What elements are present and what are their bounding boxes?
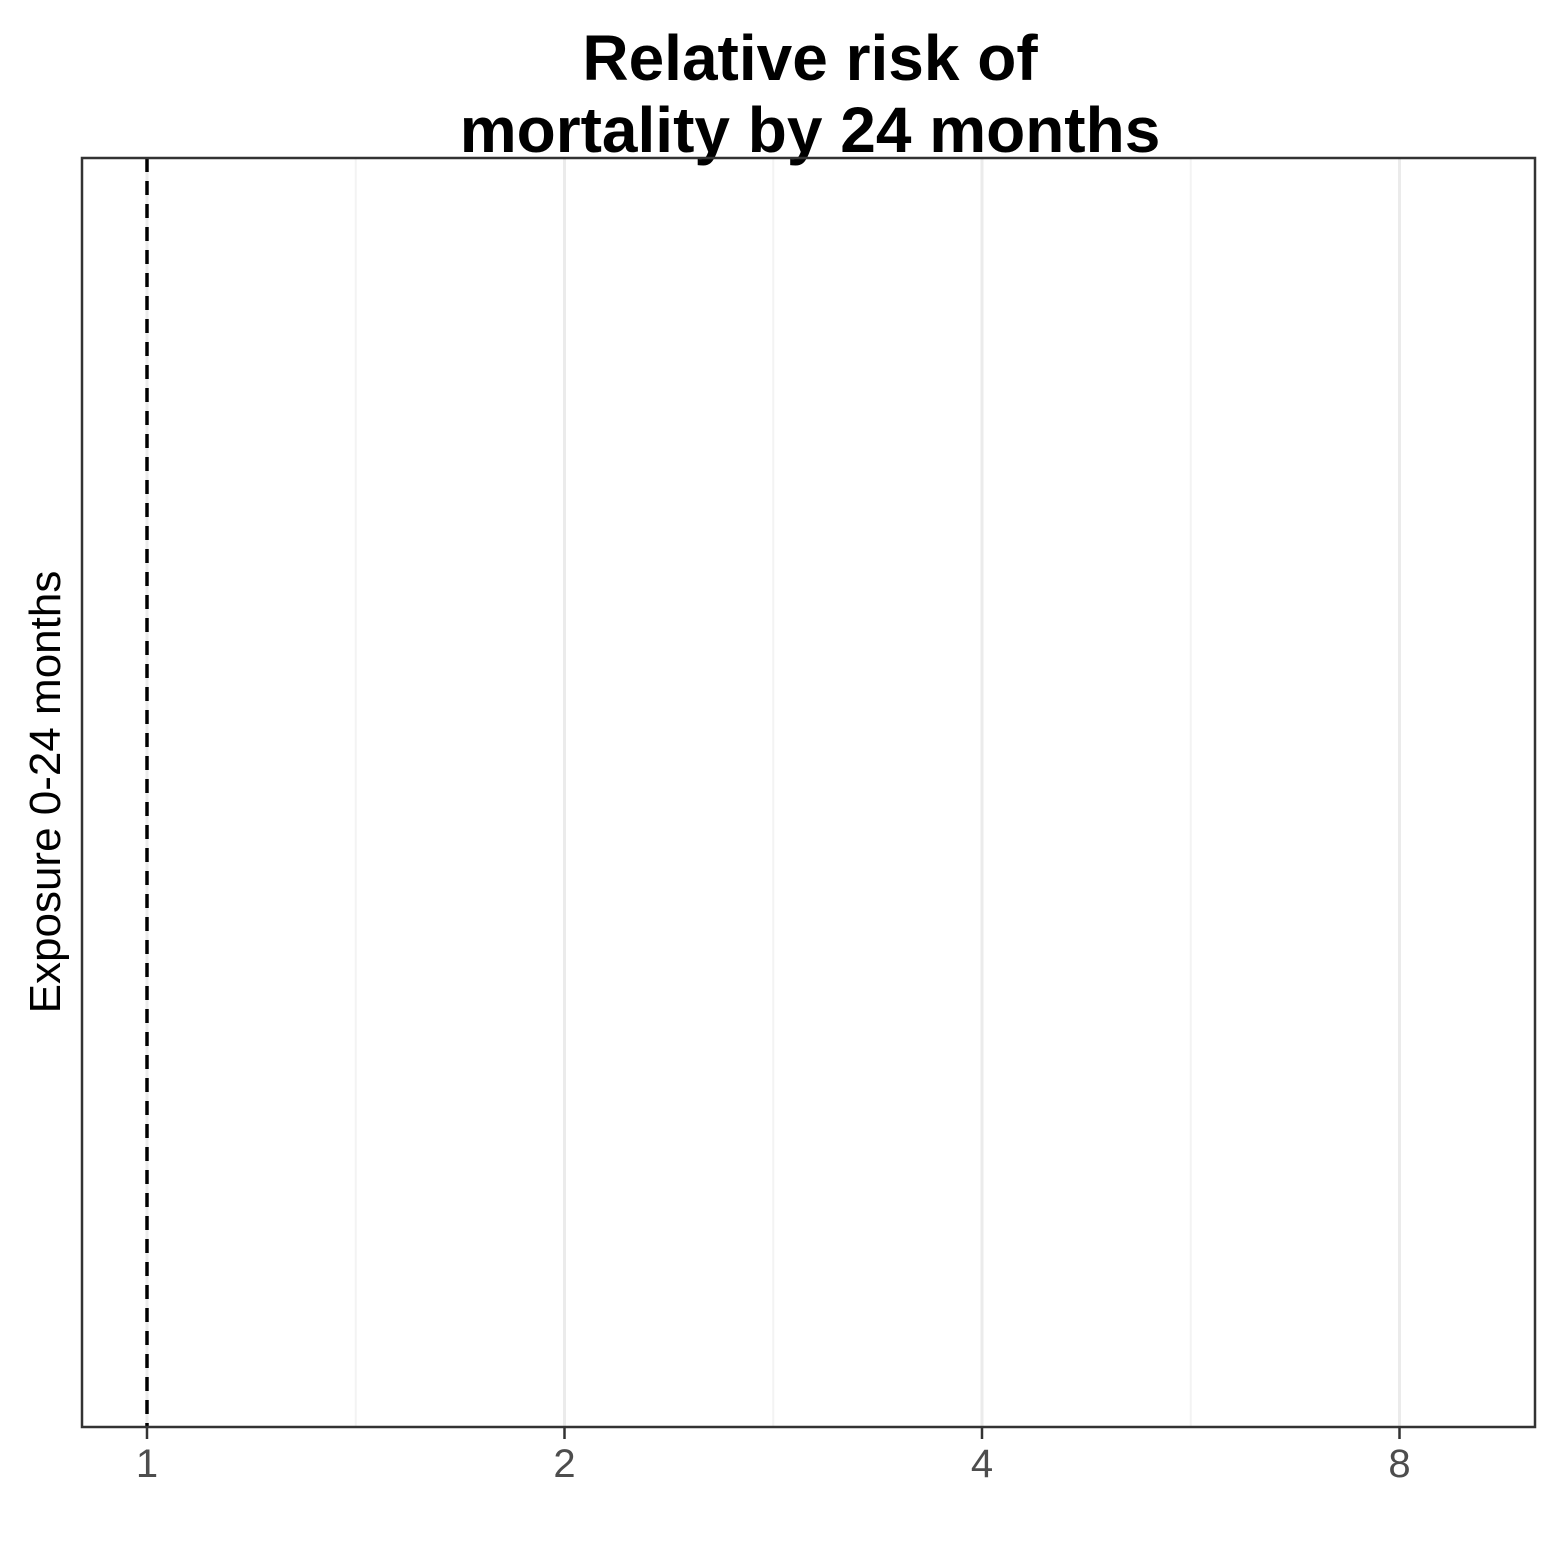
chart-title-line-2: mortality by 24 months bbox=[460, 94, 1161, 166]
x-tick-label-8: 8 bbox=[1388, 1442, 1410, 1486]
x-axis-ticks bbox=[145, 1427, 1401, 1439]
minor-grid bbox=[354, 158, 1192, 1427]
x-tick-label-2: 2 bbox=[553, 1442, 575, 1486]
x-tick-label-4: 4 bbox=[971, 1442, 993, 1486]
chart-title-line-1: Relative risk of bbox=[582, 22, 1038, 94]
panel-border bbox=[80, 156, 1537, 1429]
x-axis-tick-labels: 1 2 4 8 bbox=[136, 1442, 1411, 1486]
x-tick-label-1: 1 bbox=[136, 1442, 158, 1486]
y-axis-label: Exposure 0-24 months bbox=[21, 571, 70, 1014]
